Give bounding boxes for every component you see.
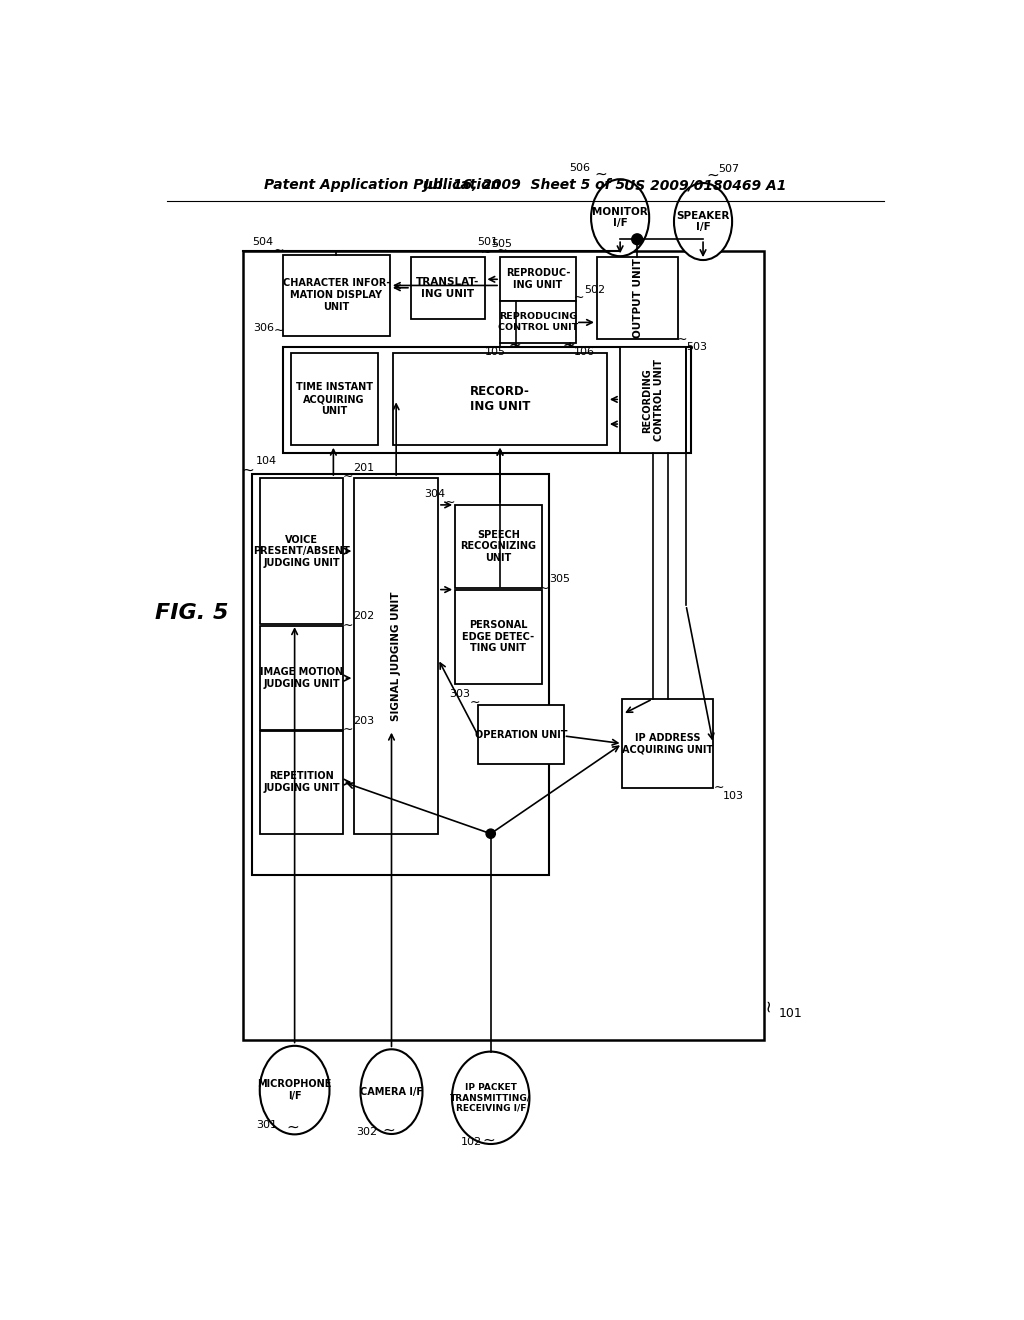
Text: 103: 103 — [723, 791, 744, 800]
Text: ∼: ∼ — [343, 619, 353, 631]
Text: ∼: ∼ — [481, 246, 492, 259]
Text: RECORDING
CONTROL UNIT: RECORDING CONTROL UNIT — [642, 359, 664, 441]
Bar — [354, 478, 438, 834]
Text: MICROPHONE
I/F: MICROPHONE I/F — [257, 1080, 332, 1101]
Text: 506: 506 — [569, 164, 590, 173]
Text: ∼: ∼ — [573, 290, 585, 304]
Text: ∼: ∼ — [383, 1122, 395, 1138]
Bar — [283, 347, 691, 453]
Text: 102: 102 — [461, 1138, 482, 1147]
Text: ∼: ∼ — [677, 333, 687, 346]
Text: 301: 301 — [256, 1119, 276, 1130]
Text: 101: 101 — [779, 1007, 803, 1019]
Text: SPEAKER
I/F: SPEAKER I/F — [677, 211, 730, 232]
Text: 105: 105 — [485, 347, 506, 356]
Text: ∼: ∼ — [707, 168, 720, 183]
Text: 507: 507 — [719, 164, 739, 174]
Bar — [260, 730, 343, 834]
Text: PERSONAL
EDGE DETEC-
TING UNIT: PERSONAL EDGE DETEC- TING UNIT — [463, 620, 535, 653]
Circle shape — [632, 234, 643, 244]
Text: 303: 303 — [449, 689, 470, 700]
Text: ∼: ∼ — [510, 338, 521, 351]
Text: 504: 504 — [253, 238, 273, 247]
Text: FIG. 5: FIG. 5 — [155, 603, 228, 623]
Text: ∼: ∼ — [594, 166, 607, 181]
Text: 203: 203 — [352, 715, 374, 726]
Text: 106: 106 — [573, 347, 595, 356]
Text: CHARACTER INFOR-
MATION DISPLAY
UNIT: CHARACTER INFOR- MATION DISPLAY UNIT — [283, 279, 390, 312]
Text: MONITOR
I/F: MONITOR I/F — [592, 207, 648, 228]
Bar — [500, 301, 575, 343]
Text: 502: 502 — [584, 285, 605, 294]
Text: IP PACKET
TRANSMITTING/
RECEIVING I/F: IP PACKET TRANSMITTING/ RECEIVING I/F — [451, 1082, 531, 1113]
Text: SIGNAL JUDGING UNIT: SIGNAL JUDGING UNIT — [391, 591, 401, 721]
Text: OUTPUT UNIT: OUTPUT UNIT — [633, 259, 643, 338]
Bar — [260, 626, 343, 730]
Text: ∼: ∼ — [273, 323, 285, 337]
Ellipse shape — [360, 1049, 423, 1134]
Bar — [478, 705, 563, 764]
Bar — [243, 251, 764, 1040]
Bar — [455, 590, 542, 684]
Text: IP ADDRESS
ACQUIRING UNIT: IP ADDRESS ACQUIRING UNIT — [623, 733, 714, 755]
Text: 202: 202 — [352, 611, 374, 622]
Text: ∼: ∼ — [564, 338, 575, 351]
Text: ∼: ∼ — [497, 244, 508, 257]
Text: ∼: ∼ — [508, 338, 520, 351]
Text: ∼: ∼ — [445, 496, 456, 510]
Ellipse shape — [452, 1052, 529, 1144]
Text: ∼: ∼ — [482, 1133, 495, 1147]
Bar — [291, 354, 378, 445]
Text: REPETITION
JUDGING UNIT: REPETITION JUDGING UNIT — [263, 771, 340, 793]
Text: ∼: ∼ — [714, 781, 724, 795]
Bar — [252, 474, 549, 875]
Bar — [597, 257, 678, 339]
Ellipse shape — [591, 180, 649, 256]
Text: ∼: ∼ — [242, 463, 255, 478]
Ellipse shape — [674, 183, 732, 260]
Text: ∼: ∼ — [469, 696, 479, 709]
Text: REPRODUC-
ING UNIT: REPRODUC- ING UNIT — [506, 268, 570, 289]
Bar — [283, 255, 390, 335]
Text: VOICE
PRESENT/ABSENT
JUDGING UNIT: VOICE PRESENT/ABSENT JUDGING UNIT — [253, 535, 350, 568]
Text: ∼: ∼ — [562, 338, 574, 351]
Text: SPEECH
RECOGNIZING
UNIT: SPEECH RECOGNIZING UNIT — [461, 529, 537, 564]
Text: 306: 306 — [253, 323, 273, 333]
Bar — [455, 506, 542, 589]
Text: RECORD-
ING UNIT: RECORD- ING UNIT — [470, 385, 530, 413]
Text: ∼: ∼ — [539, 582, 550, 594]
Bar — [623, 700, 713, 788]
Text: 302: 302 — [356, 1127, 378, 1138]
Text: OPERATION UNIT: OPERATION UNIT — [475, 730, 567, 739]
Text: 304: 304 — [424, 488, 445, 499]
Bar — [411, 257, 484, 318]
Text: 104: 104 — [256, 457, 278, 466]
Text: Jul. 16, 2009  Sheet 5 of 5: Jul. 16, 2009 Sheet 5 of 5 — [424, 178, 626, 193]
Text: 501: 501 — [477, 238, 499, 247]
Text: ∼: ∼ — [273, 244, 285, 257]
Text: Patent Application Publication: Patent Application Publication — [263, 178, 500, 193]
Text: US 2009/0180469 A1: US 2009/0180469 A1 — [625, 178, 786, 193]
Text: CAMERA I/F: CAMERA I/F — [360, 1086, 423, 1097]
Bar — [500, 257, 575, 301]
Text: REPRODUCING
CONTROL UNIT: REPRODUCING CONTROL UNIT — [498, 313, 579, 331]
Circle shape — [486, 829, 496, 838]
Text: ∼: ∼ — [759, 998, 777, 1012]
Text: ∼: ∼ — [343, 723, 353, 737]
Bar — [621, 347, 686, 453]
Text: 305: 305 — [549, 574, 569, 585]
Text: ∼: ∼ — [343, 470, 353, 483]
Text: TRANSLAT-
ING UNIT: TRANSLAT- ING UNIT — [416, 277, 479, 298]
Text: TIME INSTANT
ACQUIRING
UNIT: TIME INSTANT ACQUIRING UNIT — [296, 383, 373, 416]
Text: 505: 505 — [490, 239, 512, 249]
Text: IMAGE MOTION
JUDGING UNIT: IMAGE MOTION JUDGING UNIT — [260, 667, 343, 689]
Text: 503: 503 — [686, 342, 707, 351]
Bar — [393, 354, 607, 445]
Text: 201: 201 — [352, 462, 374, 473]
Text: ∼: ∼ — [286, 1119, 299, 1135]
Ellipse shape — [260, 1045, 330, 1134]
Bar — [260, 478, 343, 624]
